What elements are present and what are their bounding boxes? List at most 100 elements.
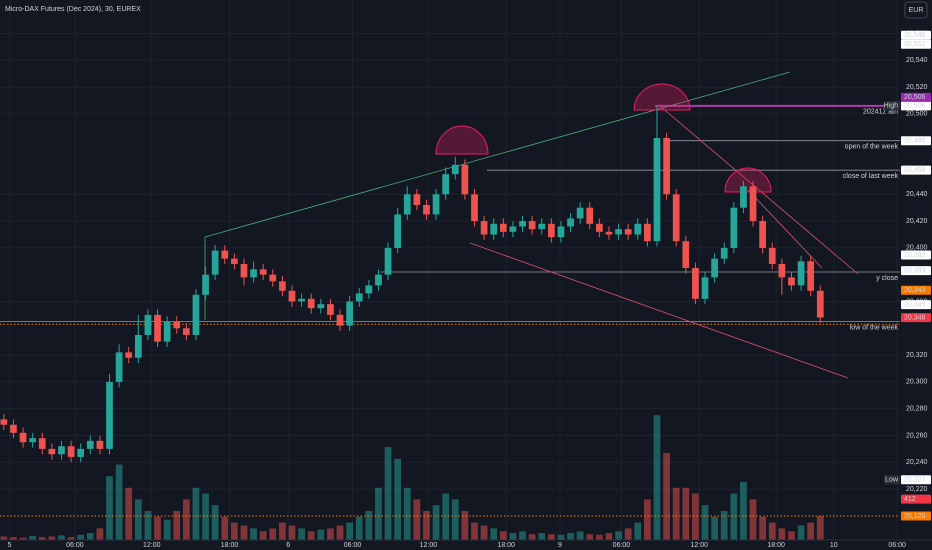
volume-bar	[720, 510, 728, 540]
volume-bar	[730, 493, 738, 540]
grid	[0, 0, 900, 540]
level-label: low of the week	[850, 324, 899, 331]
candle-body	[67, 446, 75, 457]
volume-bar	[701, 505, 709, 540]
price-tag-name-box	[884, 475, 900, 485]
price-tag-label: 20,458	[904, 167, 926, 174]
candle-body	[759, 221, 767, 248]
candle-body	[432, 194, 440, 215]
volume-bar	[279, 522, 286, 540]
candle-body	[442, 174, 450, 195]
currency[interactable]: EUR	[909, 7, 924, 14]
x-tick-label: 9	[558, 542, 562, 549]
volume-bar	[403, 487, 411, 540]
volume-bar	[490, 528, 498, 540]
volume-bar	[384, 447, 392, 540]
volume-bar	[134, 499, 142, 540]
volume-bar	[644, 499, 651, 540]
candle-body	[672, 194, 680, 242]
x-tick-label: 12:00	[690, 542, 708, 549]
candle-body	[259, 269, 267, 275]
price-tag	[901, 92, 931, 102]
candle-body	[298, 298, 305, 302]
y-tick-label: 20,300	[906, 379, 928, 386]
y-tick-label: 20,540	[906, 57, 928, 64]
price-tag-label: 20,348	[904, 314, 926, 321]
candle-body	[163, 321, 171, 342]
candle-body	[394, 214, 402, 248]
candle-body	[144, 314, 152, 335]
price-tag-label: 20,480	[904, 138, 926, 145]
volume-bar	[432, 505, 440, 540]
volume-bar	[125, 487, 133, 540]
price-tag	[901, 250, 931, 260]
candle-body	[816, 290, 824, 318]
candle-body	[106, 381, 113, 449]
price-tag	[901, 39, 931, 49]
volume-bar	[154, 516, 161, 540]
candle-body	[471, 194, 478, 222]
volume-bar	[480, 525, 488, 540]
volume-bar	[29, 535, 37, 540]
x-tick-label: 12:00	[143, 542, 161, 549]
candle-body	[778, 263, 786, 278]
candle-body	[768, 247, 776, 264]
candle-body	[807, 261, 815, 291]
candle-body	[547, 223, 555, 238]
candle-body	[19, 432, 27, 443]
volume-bar	[307, 531, 315, 540]
volume-bar	[423, 510, 430, 540]
volume-bar	[86, 533, 94, 540]
candle-body	[134, 334, 142, 358]
candle-body	[490, 223, 498, 235]
volume-bar	[471, 522, 478, 540]
candle-body	[711, 258, 718, 278]
price-tag	[901, 475, 931, 485]
trendline	[747, 189, 823, 269]
trendline	[659, 105, 859, 275]
volume-bar	[519, 531, 526, 540]
candle-body	[586, 207, 594, 224]
candle-body	[788, 277, 795, 286]
candle-body	[58, 446, 65, 455]
currency-button[interactable]	[904, 1, 928, 19]
volume-bar	[595, 534, 603, 540]
candle-body	[375, 274, 382, 286]
price-tag-name-box	[884, 101, 900, 111]
price-tag	[901, 300, 931, 310]
volume-bar	[672, 487, 680, 540]
price-tag	[901, 511, 931, 521]
price-tag-label: 20,383	[904, 268, 926, 275]
candle-body	[797, 261, 805, 286]
candle-body	[317, 304, 325, 309]
candle-body	[701, 277, 709, 299]
arc	[435, 125, 489, 155]
candle-body	[355, 293, 363, 302]
volume-bar	[375, 487, 382, 540]
volume-bar	[567, 533, 574, 540]
y-tick-label: 20,500	[906, 111, 928, 118]
x-tick-label: 06:00	[888, 542, 906, 549]
level-label: close of last week	[843, 173, 899, 180]
volume-bar	[269, 528, 277, 540]
candle-body	[740, 186, 747, 208]
volume-bar	[298, 528, 305, 540]
volume-bar	[317, 529, 325, 540]
volume-bar	[182, 499, 190, 540]
candle-body	[288, 290, 296, 302]
candle-body	[240, 263, 248, 278]
price-tag-label: 20,382	[904, 252, 926, 259]
candle-body	[413, 194, 421, 206]
volume-bar	[807, 522, 815, 540]
levels: 202412 ath open of the week close of last …	[0, 104, 900, 517]
candle-body	[451, 164, 459, 175]
chart-title: Micro-DAX Futures (Dec 2024), 30, EUREX	[5, 6, 141, 13]
volume-bar	[778, 528, 786, 540]
volume-bar	[96, 528, 104, 540]
candle-body	[682, 241, 690, 268]
price-tag	[901, 165, 931, 175]
price-tag-label: 20,345	[904, 301, 926, 308]
candle-body	[202, 274, 209, 295]
volume-bar	[144, 510, 152, 540]
y-tick-label: 20,320	[906, 352, 928, 359]
